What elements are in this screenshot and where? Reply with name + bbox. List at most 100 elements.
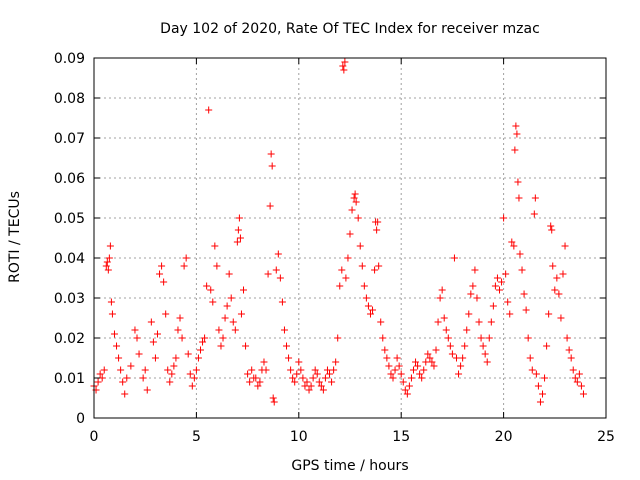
data-point (274, 250, 282, 258)
y-tick-label: 0.09 (54, 51, 85, 67)
data-point (362, 294, 370, 302)
data-point (377, 318, 385, 326)
data-point (391, 366, 399, 374)
data-point (412, 358, 420, 366)
data-point (199, 338, 207, 346)
data-point (559, 270, 567, 278)
data-point (270, 398, 278, 406)
y-tick-label: 0.05 (54, 211, 85, 227)
data-point (233, 238, 241, 246)
axis-ticks: 0 5 10 15 20 25 0 0.01 0.02 0.03 0.04 0.05 0.06 0.07 0… (54, 51, 615, 445)
data-point (295, 358, 303, 366)
data-point (168, 370, 176, 378)
data-point (403, 390, 411, 398)
data-point (326, 370, 334, 378)
data-point (184, 350, 192, 358)
data-point (498, 278, 506, 286)
data-point (244, 370, 252, 378)
data-point (508, 238, 516, 246)
data-point (182, 254, 190, 262)
data-point (389, 374, 397, 382)
data-point (110, 330, 118, 338)
data-point (236, 234, 244, 242)
data-point (293, 370, 301, 378)
data-point (223, 302, 231, 310)
data-point (235, 214, 243, 222)
data-point (483, 358, 491, 366)
data-point (278, 298, 286, 306)
data-point (515, 194, 523, 202)
data-point (186, 370, 194, 378)
data-point (219, 334, 227, 342)
data-point (211, 242, 219, 250)
data-point (119, 378, 127, 386)
data-point (229, 318, 237, 326)
data-point (321, 374, 329, 382)
data-point (446, 342, 454, 350)
data-point (522, 306, 530, 314)
data-point (234, 226, 242, 234)
y-tick-label: 0.08 (54, 91, 85, 107)
data-point (338, 266, 346, 274)
data-point (194, 354, 202, 362)
data-point (260, 358, 268, 366)
data-point (563, 334, 571, 342)
data-point (115, 354, 123, 362)
data-point (489, 302, 497, 310)
data-point (395, 362, 403, 370)
y-tick-label: 0.03 (54, 291, 85, 307)
data-point (567, 354, 575, 362)
data-point (526, 354, 534, 362)
data-point (307, 382, 315, 390)
data-point (106, 242, 114, 250)
data-point (217, 342, 225, 350)
data-point (511, 146, 519, 154)
data-point (561, 242, 569, 250)
data-point (485, 334, 493, 342)
data-point (571, 374, 579, 382)
data-point (545, 310, 553, 318)
data-point (254, 382, 262, 390)
data-point (287, 366, 295, 374)
data-point (541, 374, 549, 382)
data-point (339, 62, 347, 70)
data-point (481, 350, 489, 358)
data-point (514, 178, 522, 186)
data-point (141, 366, 149, 374)
data-point (407, 374, 415, 382)
data-point (385, 362, 393, 370)
data-point (180, 262, 188, 270)
data-point (409, 366, 417, 374)
data-point (442, 326, 450, 334)
data-point (401, 386, 409, 394)
data-point (473, 294, 481, 302)
data-point (336, 282, 344, 290)
data-point (348, 206, 356, 214)
data-point (272, 266, 280, 274)
data-point (313, 370, 321, 378)
data-point (465, 310, 473, 318)
data-point (139, 374, 147, 382)
data-point (531, 194, 539, 202)
data-point (285, 354, 293, 362)
data-point (301, 382, 309, 390)
data-point (487, 318, 495, 326)
data-point (319, 386, 327, 394)
data-point (467, 290, 475, 298)
data-point (502, 270, 510, 278)
data-point (551, 286, 559, 294)
data-point (131, 326, 139, 334)
data-point (215, 326, 223, 334)
grid-lines (94, 58, 606, 418)
data-point (143, 386, 151, 394)
data-point (352, 198, 360, 206)
data-point (252, 374, 260, 382)
data-point (350, 194, 358, 202)
data-point (452, 354, 460, 362)
data-point (375, 262, 383, 270)
y-tick-label: 0.06 (54, 171, 85, 187)
data-point (262, 366, 270, 374)
data-point (203, 282, 211, 290)
data-point (500, 214, 508, 222)
data-point (164, 366, 172, 374)
